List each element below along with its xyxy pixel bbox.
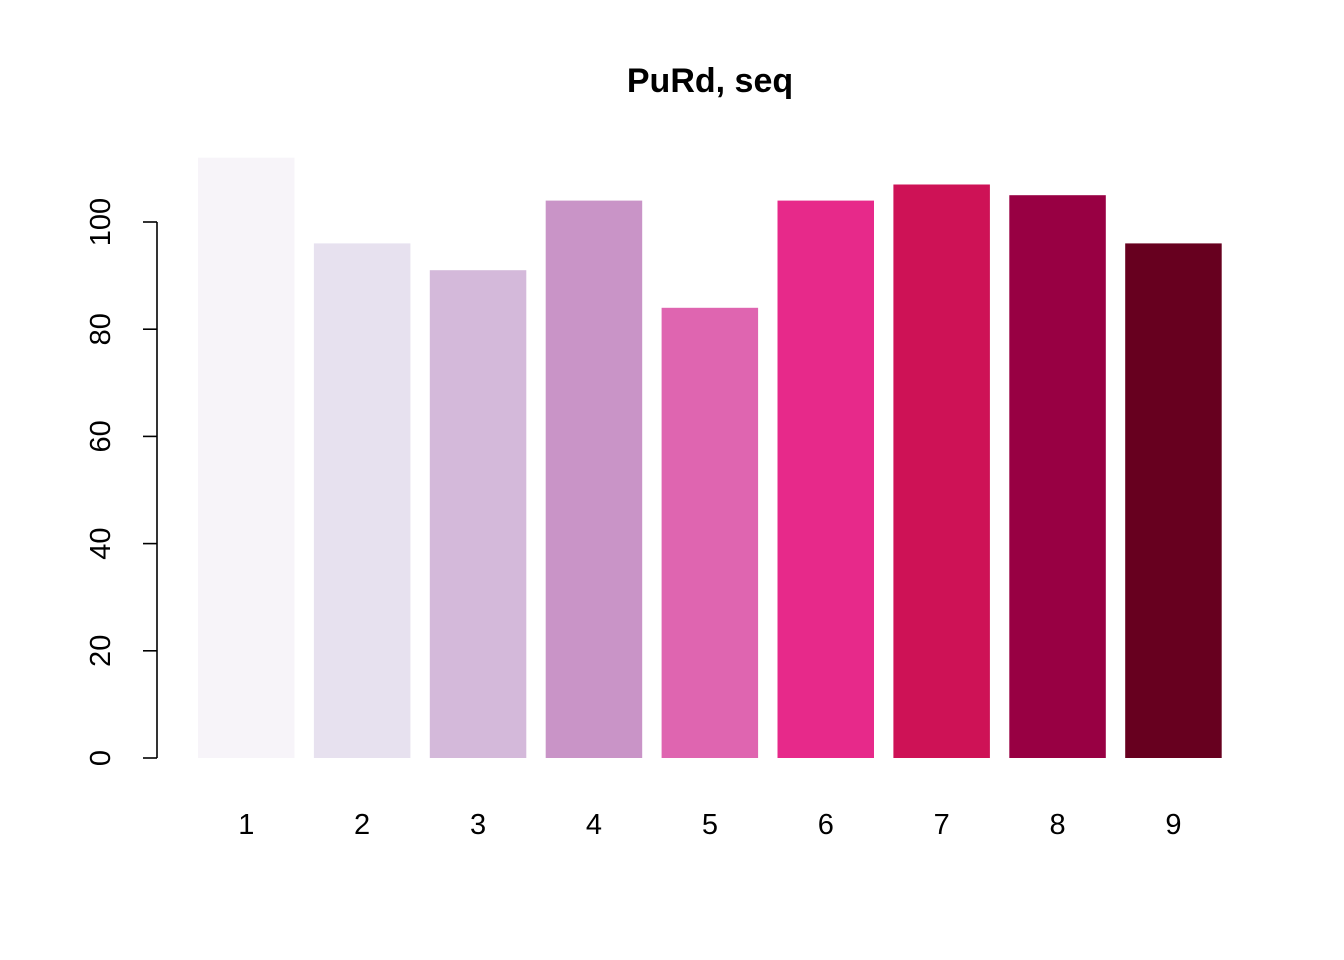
bar-4 [545, 200, 643, 759]
x-tick-label: 8 [1050, 809, 1066, 841]
x-axis-labels: 1 2 3 4 5 6 7 8 9 [238, 809, 1181, 841]
bar-2 [313, 243, 411, 758]
y-tick-label: 80 [85, 313, 117, 345]
x-tick-label: 2 [354, 809, 370, 841]
y-tick-label: 40 [85, 527, 117, 559]
x-tick-label: 3 [470, 809, 486, 841]
x-tick-label: 9 [1165, 809, 1181, 841]
y-tick-label: 60 [85, 420, 117, 452]
y-axis: 0 20 40 60 80 100 [85, 198, 158, 766]
chart-title: PuRd, seq [627, 62, 793, 100]
bar-8 [1009, 195, 1106, 758]
x-tick-label: 4 [586, 809, 602, 841]
bar-3 [429, 270, 527, 758]
bar-9 [1125, 243, 1222, 758]
bar-1 [198, 157, 295, 758]
bar-7 [893, 184, 990, 758]
y-tick-label: 100 [85, 198, 117, 246]
y-tick-label: 20 [85, 635, 117, 667]
x-tick-label: 5 [702, 809, 718, 841]
x-tick-label: 7 [934, 809, 950, 841]
y-tick-label: 0 [85, 750, 117, 766]
bar-5 [661, 307, 759, 758]
bars-group [198, 157, 1222, 759]
x-tick-label: 6 [818, 809, 834, 841]
bar-6 [777, 200, 874, 759]
x-tick-label: 1 [238, 809, 254, 841]
